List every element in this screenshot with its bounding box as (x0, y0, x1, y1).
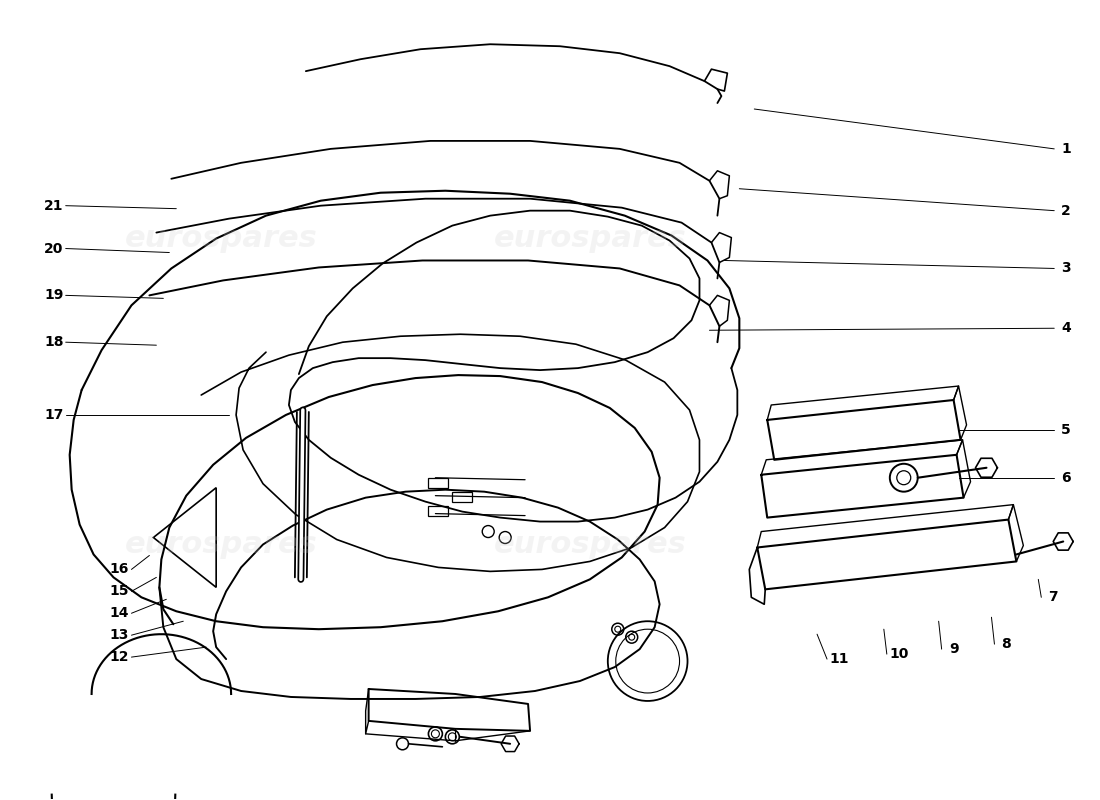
Text: 14: 14 (110, 606, 130, 620)
Text: 13: 13 (110, 628, 129, 642)
Text: 7: 7 (1048, 590, 1058, 604)
Text: 12: 12 (110, 650, 130, 664)
Text: eurospares: eurospares (494, 224, 686, 253)
Text: 9: 9 (949, 642, 958, 656)
Text: eurospares: eurospares (124, 224, 318, 253)
Text: 21: 21 (44, 198, 64, 213)
Text: 3: 3 (1062, 262, 1071, 275)
Text: 17: 17 (44, 408, 64, 422)
Text: 4: 4 (1062, 322, 1071, 335)
Text: 1: 1 (1062, 142, 1071, 156)
Bar (452, 492, 472, 502)
Text: 11: 11 (829, 652, 849, 666)
Text: 8: 8 (1001, 637, 1011, 651)
Text: 5: 5 (1062, 423, 1071, 437)
Bar (428, 506, 449, 515)
Text: 16: 16 (110, 562, 129, 577)
Text: 20: 20 (44, 242, 64, 255)
Text: eurospares: eurospares (124, 530, 318, 559)
Text: 6: 6 (1062, 470, 1071, 485)
Text: 10: 10 (889, 647, 909, 661)
Text: 2: 2 (1062, 204, 1071, 218)
Text: eurospares: eurospares (494, 530, 686, 559)
Text: 19: 19 (44, 288, 64, 302)
Text: 18: 18 (44, 335, 64, 350)
Bar (428, 478, 449, 488)
Text: 15: 15 (110, 584, 130, 598)
